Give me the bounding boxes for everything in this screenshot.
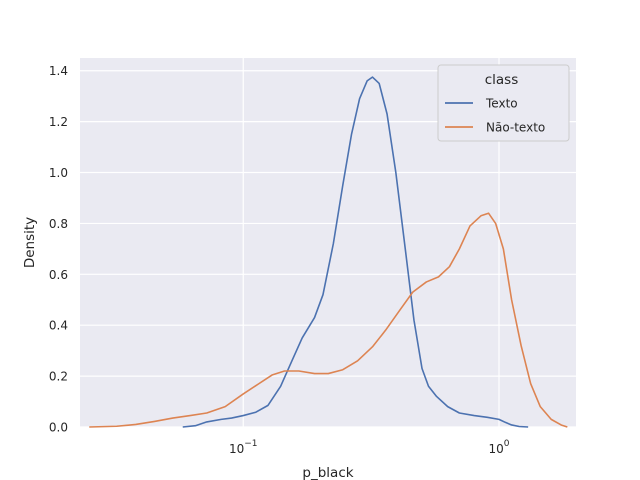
legend: class Texto Não-texto bbox=[437, 64, 570, 142]
y-tick-label: 1.4 bbox=[49, 64, 68, 78]
series-layer bbox=[89, 76, 568, 428]
series-line bbox=[182, 76, 529, 428]
x-tick-label: 100 bbox=[489, 439, 510, 456]
legend-label: Texto bbox=[485, 97, 518, 111]
y-tick-label: 0.6 bbox=[49, 268, 68, 282]
x-ticks: 10−1 100 bbox=[229, 439, 510, 456]
legend-label: Não-texto bbox=[486, 121, 545, 135]
y-tick-label: 1.2 bbox=[49, 115, 68, 129]
y-ticks: 0.0 0.2 0.4 0.6 0.8 1.0 1.2 1.4 bbox=[49, 64, 68, 434]
legend-title: class bbox=[485, 72, 519, 88]
x-tick-label: 10−1 bbox=[229, 439, 258, 456]
y-tick-label: 0.2 bbox=[49, 370, 68, 384]
y-tick-label: 0.4 bbox=[49, 319, 68, 333]
y-tick-label: 1.0 bbox=[49, 166, 68, 180]
y-tick-label: 0.8 bbox=[49, 217, 68, 231]
legend-items: Texto Não-texto bbox=[445, 97, 545, 135]
y-tick-label: 0.0 bbox=[49, 421, 68, 435]
x-axis-label: p_black bbox=[302, 465, 353, 480]
legend-box bbox=[437, 64, 570, 142]
series-line bbox=[89, 212, 568, 428]
y-axis-label: Density bbox=[22, 217, 38, 268]
